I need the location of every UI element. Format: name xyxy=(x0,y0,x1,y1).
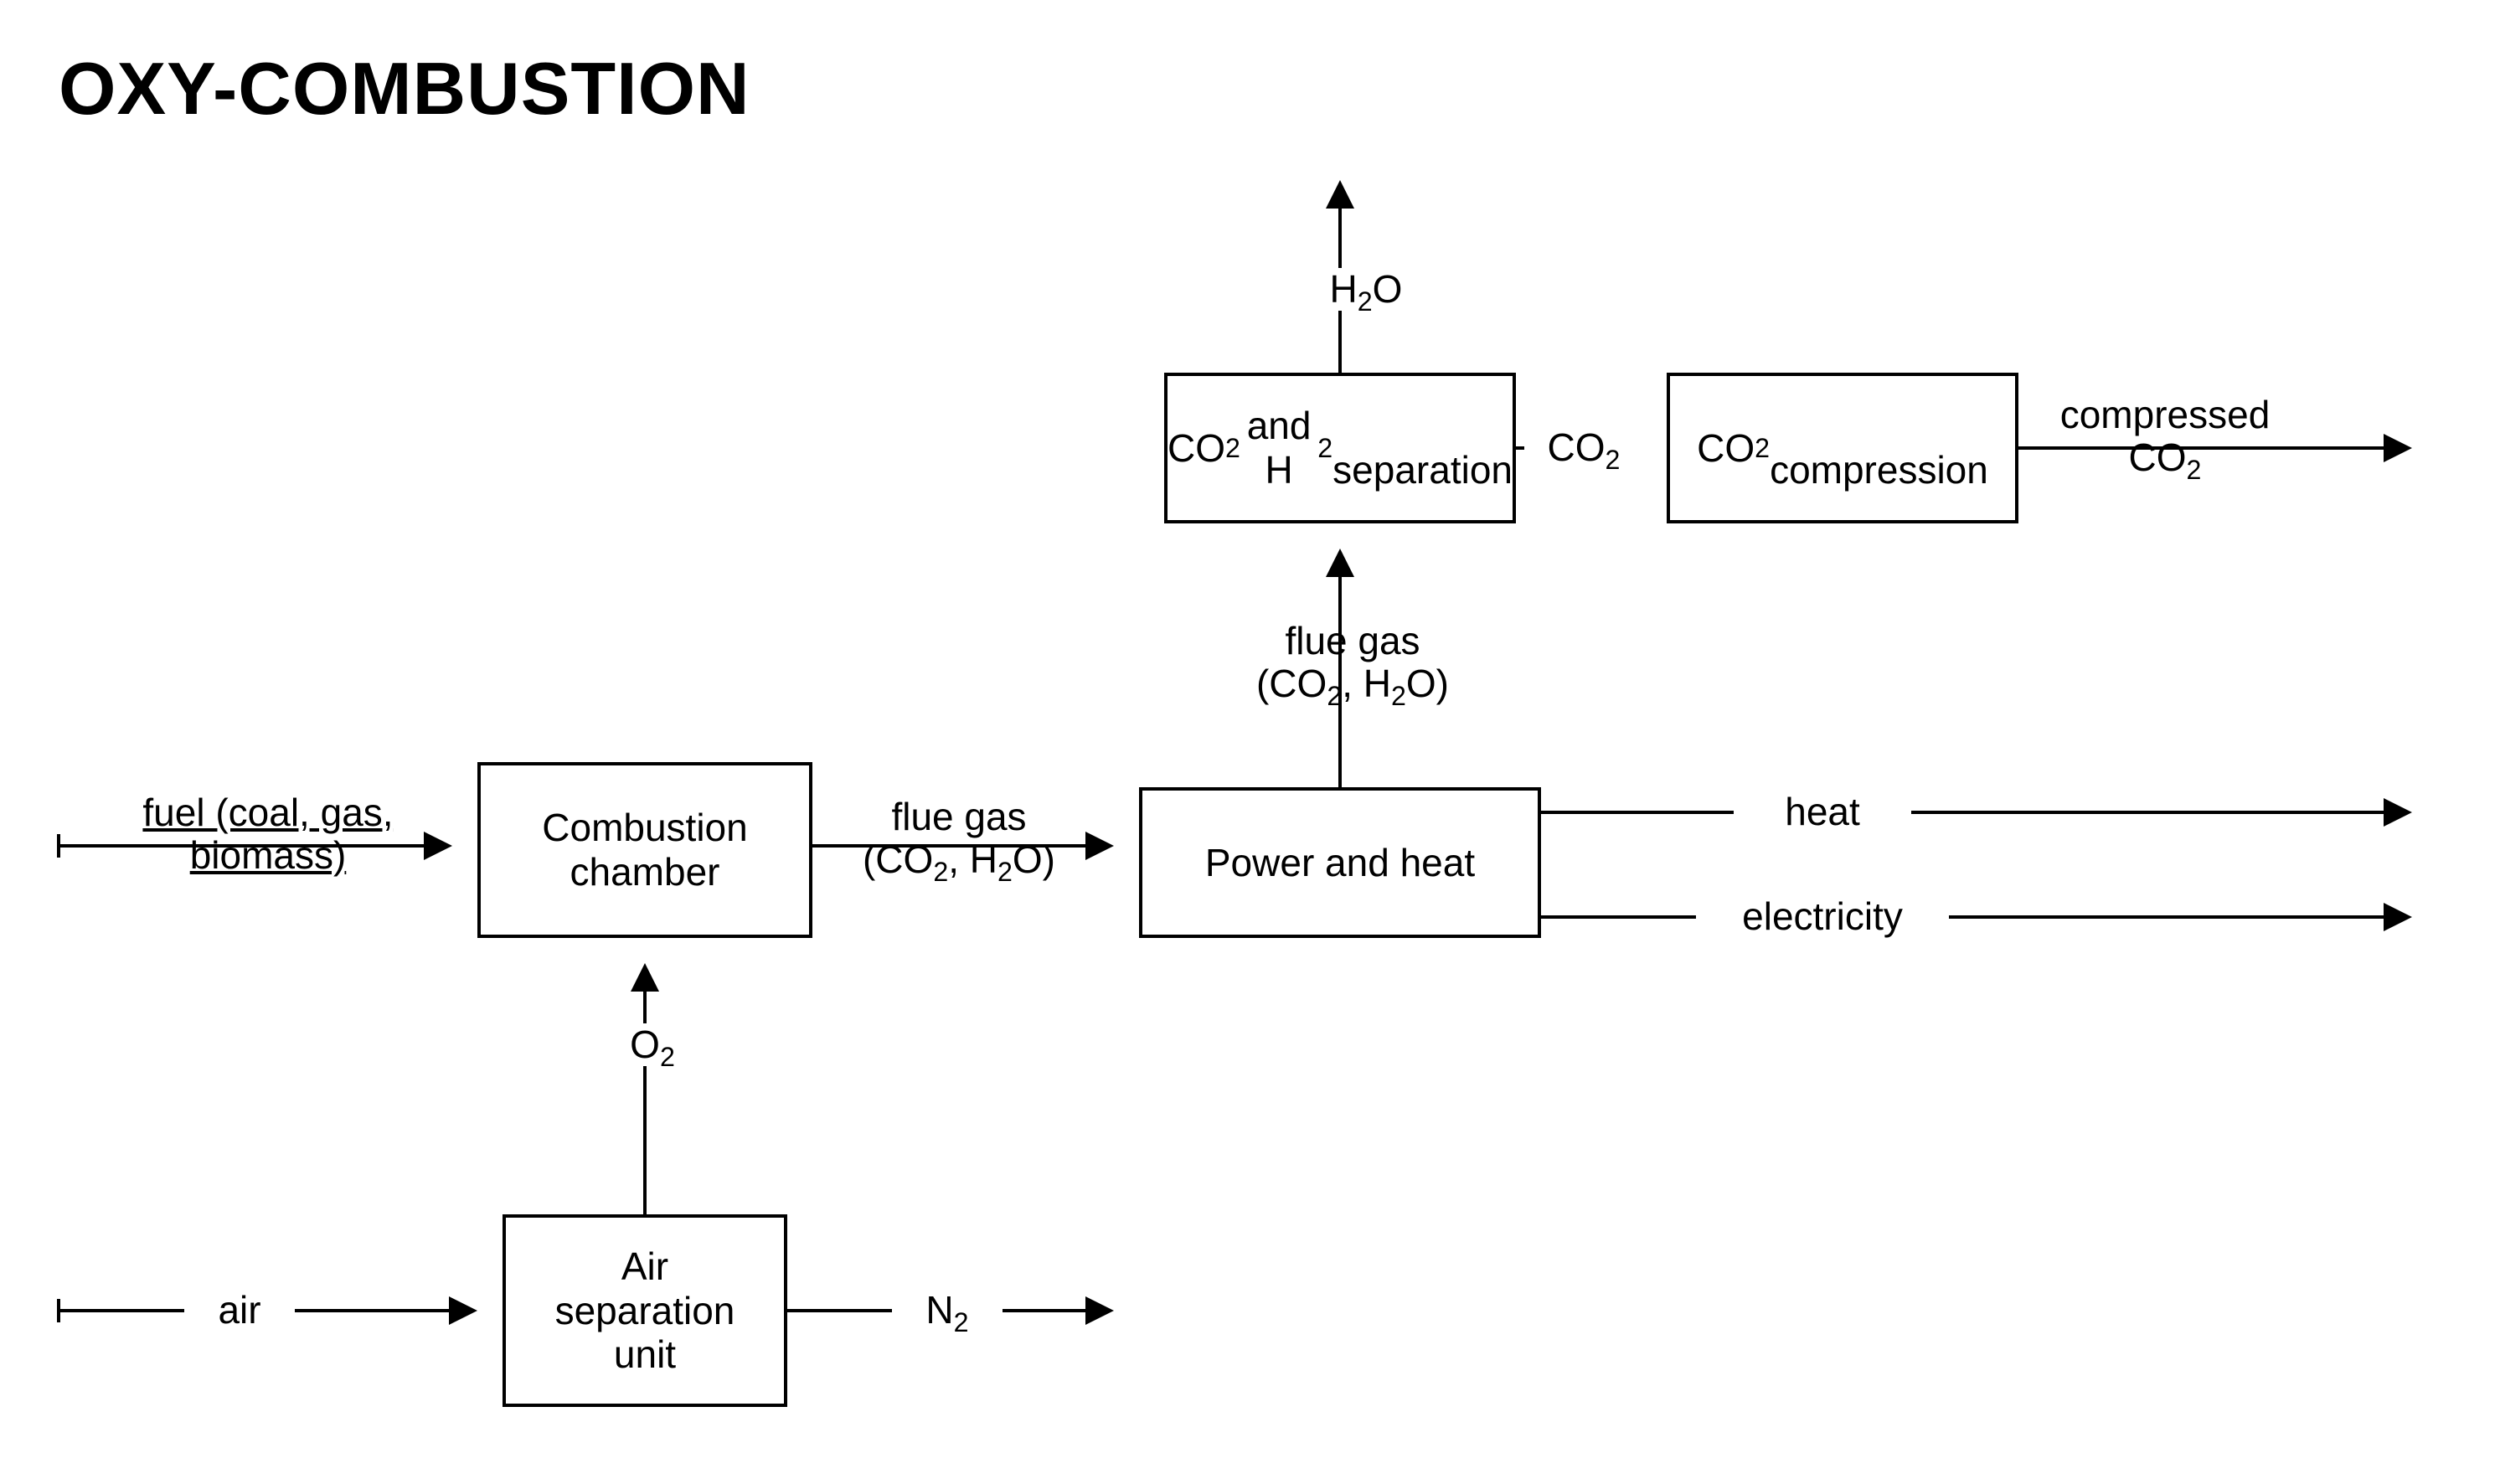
edge-label-comp_out: compressedCO2 xyxy=(2027,394,2303,478)
edge-label-elec_out: electricity xyxy=(1696,895,1949,938)
diagram-canvas: OXY-COMBUSTION Combustionchamber Power an… xyxy=(0,0,2500,1484)
edge-label-n2_out: N2 xyxy=(892,1289,1003,1332)
edge-label-co2_right: CO2 xyxy=(1524,426,1643,469)
box-power: Power and heat xyxy=(1139,787,1541,938)
edge-label-air_in: air xyxy=(184,1289,295,1332)
box-air_sep: Airseparationunit xyxy=(503,1214,787,1407)
edge-label-flue_up: flue gas(CO2, H2O) xyxy=(1219,620,1487,704)
box-co2_comp: CO2compression xyxy=(1667,373,2018,523)
edge-label-heat_out: heat xyxy=(1734,791,1911,833)
arrows-layer xyxy=(0,0,2500,1484)
box-co2_sep: CO2 and H2separation xyxy=(1164,373,1516,523)
box-combustion: Combustionchamber xyxy=(477,762,812,938)
diagram-title: OXY-COMBUSTION xyxy=(59,46,750,131)
edge-label-o2_up: O2 xyxy=(610,1023,695,1066)
edge-label-flue_to_power: flue gas(CO2, H2O) xyxy=(825,796,1093,880)
edge-label-h2o_up: H2O xyxy=(1302,268,1430,311)
edge-label-fuel_in: fuel (coal, gas,biomass) xyxy=(130,791,406,876)
